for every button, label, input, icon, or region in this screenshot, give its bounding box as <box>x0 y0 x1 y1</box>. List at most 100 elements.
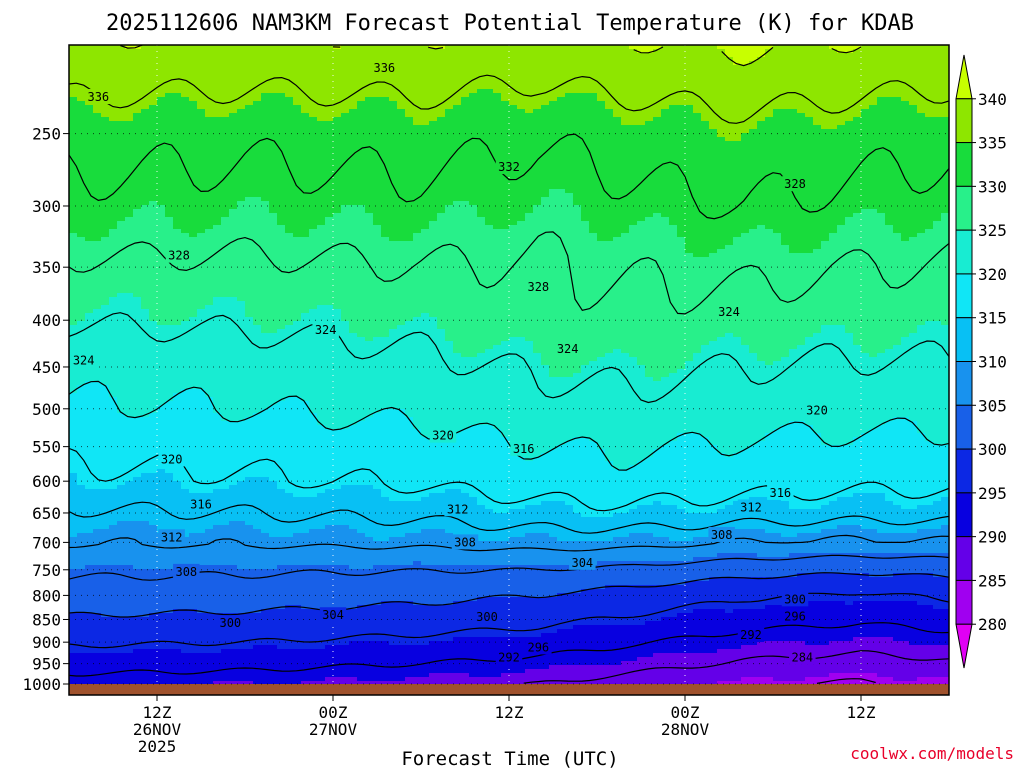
field-cell <box>117 461 126 466</box>
field-cell <box>277 237 286 242</box>
field-cell <box>133 185 142 190</box>
field-cell <box>77 197 86 202</box>
field-cell <box>109 221 118 226</box>
field-cell <box>181 373 190 378</box>
field-cell <box>93 449 102 454</box>
field-cell <box>173 401 182 406</box>
field-cell <box>165 185 174 190</box>
field-cell <box>133 77 142 82</box>
field-cell <box>77 557 86 562</box>
field-cell <box>117 305 126 310</box>
field-cell <box>101 245 110 250</box>
field-cell <box>205 529 214 534</box>
field-cell <box>117 449 126 454</box>
field-cell <box>197 205 206 210</box>
field-cell <box>261 185 270 190</box>
field-cell <box>261 325 270 330</box>
field-cell <box>197 485 206 490</box>
field-cell <box>133 81 142 86</box>
field-cell <box>309 545 318 550</box>
field-cell <box>301 505 310 510</box>
field-cell <box>253 501 262 506</box>
field-cell <box>85 641 94 646</box>
field-cell <box>261 181 270 186</box>
field-cell <box>125 89 134 94</box>
field-cell <box>181 553 190 558</box>
field-cell <box>205 109 214 114</box>
field-cell <box>269 353 278 358</box>
field-cell <box>125 573 134 578</box>
field-cell <box>149 565 158 570</box>
field-cell <box>165 385 174 390</box>
field-cell <box>213 257 222 262</box>
field-cell <box>125 333 134 338</box>
field-cell <box>277 253 286 258</box>
field-cell <box>69 485 78 490</box>
field-cell <box>165 121 174 126</box>
field-cell <box>197 601 206 606</box>
field-cell <box>197 393 206 398</box>
field-cell <box>301 497 310 502</box>
field-cell <box>117 257 126 262</box>
field-cell <box>237 57 246 62</box>
field-cell <box>77 209 86 214</box>
field-cell <box>77 181 86 186</box>
field-cell <box>117 329 126 334</box>
field-cell <box>93 353 102 358</box>
field-cell <box>165 69 174 74</box>
field-cell <box>317 85 326 90</box>
field-cell <box>197 217 206 222</box>
field-cell <box>205 369 214 374</box>
field-cell <box>101 429 110 434</box>
field-cell <box>197 121 206 126</box>
field-cell <box>101 501 110 506</box>
field-cell <box>109 261 118 266</box>
field-cell <box>309 605 318 610</box>
field-cell <box>149 477 158 482</box>
field-cell <box>141 89 150 94</box>
field-cell <box>101 341 110 346</box>
field-cell <box>141 309 150 314</box>
field-cell <box>277 141 286 146</box>
field-cell <box>213 545 222 550</box>
field-cell <box>77 73 86 78</box>
field-cell <box>309 193 318 198</box>
field-cell <box>157 585 166 590</box>
field-cell <box>165 593 174 598</box>
field-cell <box>93 49 102 54</box>
field-cell <box>205 337 214 342</box>
field-cell <box>205 313 214 318</box>
field-cell <box>253 57 262 62</box>
field-cell <box>221 449 230 454</box>
field-cell <box>221 521 230 526</box>
field-cell <box>189 489 198 494</box>
field-cell <box>93 525 102 530</box>
field-cell <box>277 113 286 118</box>
field-cell <box>197 81 206 86</box>
field-cell <box>221 561 230 566</box>
field-cell <box>301 625 310 630</box>
field-cell <box>277 433 286 438</box>
field-cell <box>125 581 134 586</box>
field-cell <box>141 473 150 478</box>
field-cell <box>285 565 294 570</box>
field-cell <box>197 533 206 538</box>
field-cell <box>117 517 126 522</box>
field-cell <box>141 489 150 494</box>
field-cell <box>165 517 174 522</box>
field-cell <box>293 177 302 182</box>
field-cell <box>285 117 294 122</box>
field-cell <box>197 197 206 202</box>
field-cell <box>125 277 134 282</box>
field-cell <box>93 545 102 550</box>
field-cell <box>277 657 286 662</box>
field-cell <box>197 333 206 338</box>
field-cell <box>261 213 270 218</box>
field-cell <box>301 669 310 674</box>
field-cell <box>309 521 318 526</box>
field-cell <box>253 585 262 590</box>
field-cell <box>141 229 150 234</box>
field-cell <box>245 221 254 226</box>
field-cell <box>165 213 174 218</box>
field-cell <box>253 153 262 158</box>
